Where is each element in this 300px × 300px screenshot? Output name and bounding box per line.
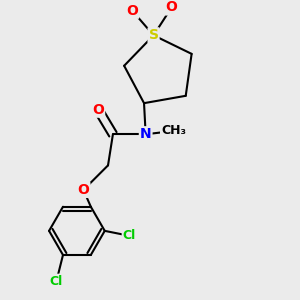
Text: O: O [126,4,138,18]
Text: CH₃: CH₃ [161,124,186,137]
Text: O: O [92,103,104,117]
Text: Cl: Cl [50,275,63,288]
Text: S: S [148,28,159,42]
Text: O: O [166,1,178,14]
Text: O: O [77,183,89,197]
Text: N: N [140,127,152,141]
Text: Cl: Cl [123,229,136,242]
